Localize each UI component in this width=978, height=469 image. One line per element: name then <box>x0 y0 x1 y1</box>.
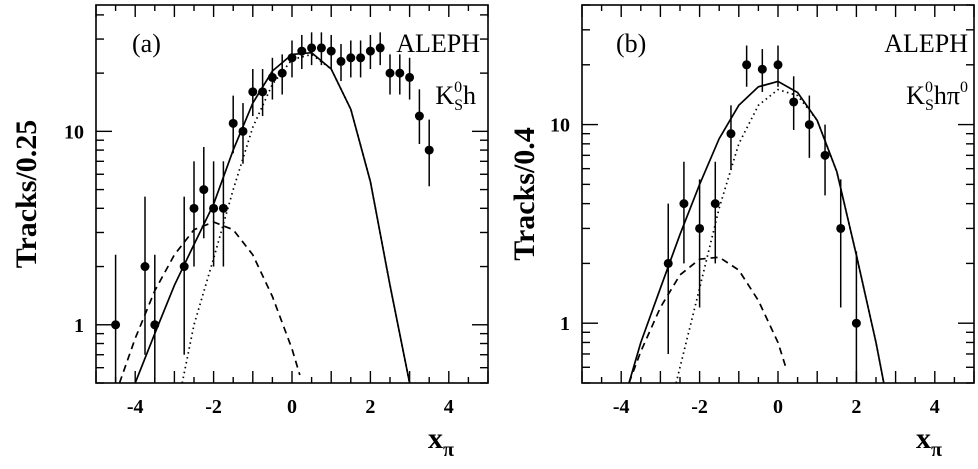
y-tick-label: 10 <box>64 121 84 143</box>
x-tick-label: -4 <box>613 396 630 418</box>
experiment-label: ALEPH <box>884 29 968 58</box>
tick-marks <box>95 5 489 384</box>
data-point <box>316 43 326 53</box>
x-tick-label: 0 <box>287 396 297 418</box>
data-point <box>179 262 189 272</box>
data-point <box>742 60 752 70</box>
data-point <box>336 56 346 66</box>
x-axis-title: xπ <box>428 422 454 461</box>
fit-curves <box>118 51 411 384</box>
data-point <box>199 185 209 195</box>
channel-sub: S <box>925 97 934 114</box>
data-points <box>111 32 434 383</box>
x-axis-main: x <box>428 422 443 455</box>
data-point <box>209 203 219 213</box>
panel-label: (b) <box>616 29 646 58</box>
x-tick-label: 0 <box>773 396 783 418</box>
data-point <box>424 145 434 155</box>
data-point <box>150 320 160 330</box>
y-tick-label: 10 <box>550 115 570 137</box>
channel-sup: 0 <box>454 79 462 96</box>
data-point <box>414 111 424 121</box>
x-tick-label: -2 <box>205 396 222 418</box>
data-point <box>851 318 861 328</box>
channel-label: K0 Sh <box>435 79 476 114</box>
y-axis-title: Tracks/0.25 <box>10 120 43 269</box>
x-axis-main: x <box>916 422 931 455</box>
channel-main: K <box>435 81 454 110</box>
data-point <box>356 53 366 63</box>
solid-curve <box>628 80 885 384</box>
x-tick-label: 4 <box>444 396 454 418</box>
channel-rest: h <box>463 81 476 110</box>
panel-label: (a) <box>132 29 161 58</box>
data-point <box>111 320 121 330</box>
data-point <box>365 46 375 56</box>
channel-rest-sup: 0 <box>960 79 968 96</box>
x-tick-label: -4 <box>127 396 144 418</box>
data-point <box>836 223 846 233</box>
x-tick-label: 2 <box>851 396 861 418</box>
data-point <box>346 53 356 63</box>
data-point <box>248 87 258 97</box>
data-point <box>228 118 238 128</box>
data-points <box>663 45 861 383</box>
data-point <box>140 262 150 272</box>
data-point <box>726 129 736 139</box>
channel-sup: 0 <box>925 79 933 96</box>
data-point <box>710 199 720 209</box>
data-point <box>773 60 783 70</box>
dotted-curve <box>181 53 411 384</box>
data-point <box>405 72 415 82</box>
data-point <box>287 53 297 63</box>
data-point <box>238 126 248 136</box>
data-point <box>218 203 228 213</box>
dashed-curve <box>628 256 787 384</box>
data-point <box>258 87 268 97</box>
data-point <box>679 199 689 209</box>
data-point <box>297 46 307 56</box>
dashed-curve <box>118 221 301 384</box>
data-point <box>663 258 673 268</box>
data-point <box>789 97 799 107</box>
y-axis-title: Tracks/0.4 <box>508 127 541 261</box>
data-point <box>695 223 705 233</box>
channel-main: K <box>906 81 925 110</box>
channel-sub: S <box>454 97 463 114</box>
x-axis-title: xπ <box>916 422 942 461</box>
data-point <box>395 68 405 78</box>
solid-curve <box>134 51 411 384</box>
data-point <box>375 43 385 53</box>
dotted-curve <box>675 88 885 384</box>
x-tick-label: -2 <box>691 396 708 418</box>
x-axis-sub: π <box>443 439 454 461</box>
data-point <box>804 120 814 130</box>
channel-label: K0 Shπ0 <box>906 79 968 114</box>
experiment-label: ALEPH <box>396 29 480 58</box>
data-point <box>307 43 317 53</box>
data-point <box>385 68 395 78</box>
tick-labels: -4 -2 0 2 4 1 10 <box>64 121 454 418</box>
data-point <box>189 203 199 213</box>
data-point <box>267 72 277 82</box>
y-tick-label: 1 <box>560 313 570 335</box>
x-axis-sub: π <box>931 439 942 461</box>
data-point <box>277 68 287 78</box>
x-tick-label: 2 <box>365 396 375 418</box>
data-point <box>820 150 830 160</box>
y-tick-label: 1 <box>74 315 84 337</box>
channel-rest: hπ <box>934 81 960 110</box>
x-tick-label: 4 <box>930 396 940 418</box>
data-point <box>326 46 336 56</box>
data-point <box>757 64 767 74</box>
tick-labels: -4 -2 0 2 4 1 10 <box>550 115 940 418</box>
fit-curves <box>628 80 885 384</box>
